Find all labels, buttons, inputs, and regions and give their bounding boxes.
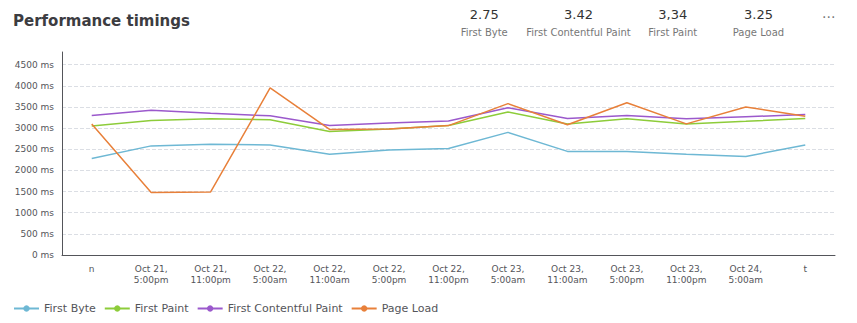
svg-text:First Byte: First Byte: [44, 302, 96, 315]
svg-text:1500 ms: 1500 ms: [15, 187, 55, 197]
svg-text:n: n: [89, 264, 95, 274]
svg-text:5:00pm: 5:00pm: [134, 275, 169, 285]
svg-text:500 ms: 500 ms: [21, 229, 55, 239]
svg-text:4500 ms: 4500 ms: [15, 60, 55, 70]
svg-text:Oct 22,: Oct 22,: [373, 264, 406, 274]
svg-text:5:00pm: 5:00pm: [372, 275, 407, 285]
svg-text:Oct 23,: Oct 23,: [492, 264, 525, 274]
svg-text:Oct 24,: Oct 24,: [729, 264, 762, 274]
svg-text:2000 ms: 2000 ms: [15, 165, 55, 175]
svg-text:5:00am: 5:00am: [729, 275, 764, 285]
svg-text:Oct 23,: Oct 23,: [611, 264, 644, 274]
svg-text:First Byte: First Byte: [461, 27, 508, 38]
svg-text:1000 ms: 1000 ms: [15, 208, 55, 218]
svg-text:First Paint: First Paint: [135, 302, 190, 315]
svg-text:5:00am: 5:00am: [253, 275, 288, 285]
svg-text:5:00am: 5:00am: [491, 275, 526, 285]
svg-text:3500 ms: 3500 ms: [15, 102, 55, 112]
svg-text:3.42: 3.42: [564, 7, 593, 22]
svg-text:5:00pm: 5:00pm: [610, 275, 645, 285]
svg-text:First Contentful Paint: First Contentful Paint: [228, 302, 344, 315]
svg-text:Oct 23,: Oct 23,: [670, 264, 703, 274]
svg-text:Page Load: Page Load: [733, 27, 784, 38]
svg-text:3000 ms: 3000 ms: [15, 123, 55, 133]
svg-text:11:00am: 11:00am: [309, 275, 349, 285]
svg-text:Page Load: Page Load: [382, 302, 439, 315]
svg-text:Oct 21,: Oct 21,: [194, 264, 227, 274]
svg-text:3,34: 3,34: [658, 7, 687, 22]
svg-text:First Contentful Paint: First Contentful Paint: [526, 27, 631, 38]
svg-text:Oct 23,: Oct 23,: [551, 264, 584, 274]
svg-text:11:00am: 11:00am: [547, 275, 587, 285]
svg-text:3.25: 3.25: [744, 7, 773, 22]
svg-text:Performance timings: Performance timings: [13, 12, 190, 30]
svg-text:0 ms: 0 ms: [32, 250, 54, 260]
svg-text:Oct 21,: Oct 21,: [135, 264, 168, 274]
svg-text:11:00pm: 11:00pm: [666, 275, 706, 285]
svg-text:4000 ms: 4000 ms: [15, 81, 55, 91]
svg-text:Oct 22,: Oct 22,: [313, 264, 346, 274]
svg-text:Oct 22,: Oct 22,: [254, 264, 287, 274]
svg-text:11:00pm: 11:00pm: [190, 275, 230, 285]
svg-text:Oct 22,: Oct 22,: [432, 264, 465, 274]
svg-text:2500 ms: 2500 ms: [15, 144, 55, 154]
svg-text:11:00pm: 11:00pm: [428, 275, 468, 285]
svg-text:First Paint: First Paint: [648, 27, 697, 38]
svg-text:2.75: 2.75: [470, 7, 499, 22]
svg-text:t: t: [804, 264, 808, 274]
svg-text:···: ···: [822, 9, 835, 25]
